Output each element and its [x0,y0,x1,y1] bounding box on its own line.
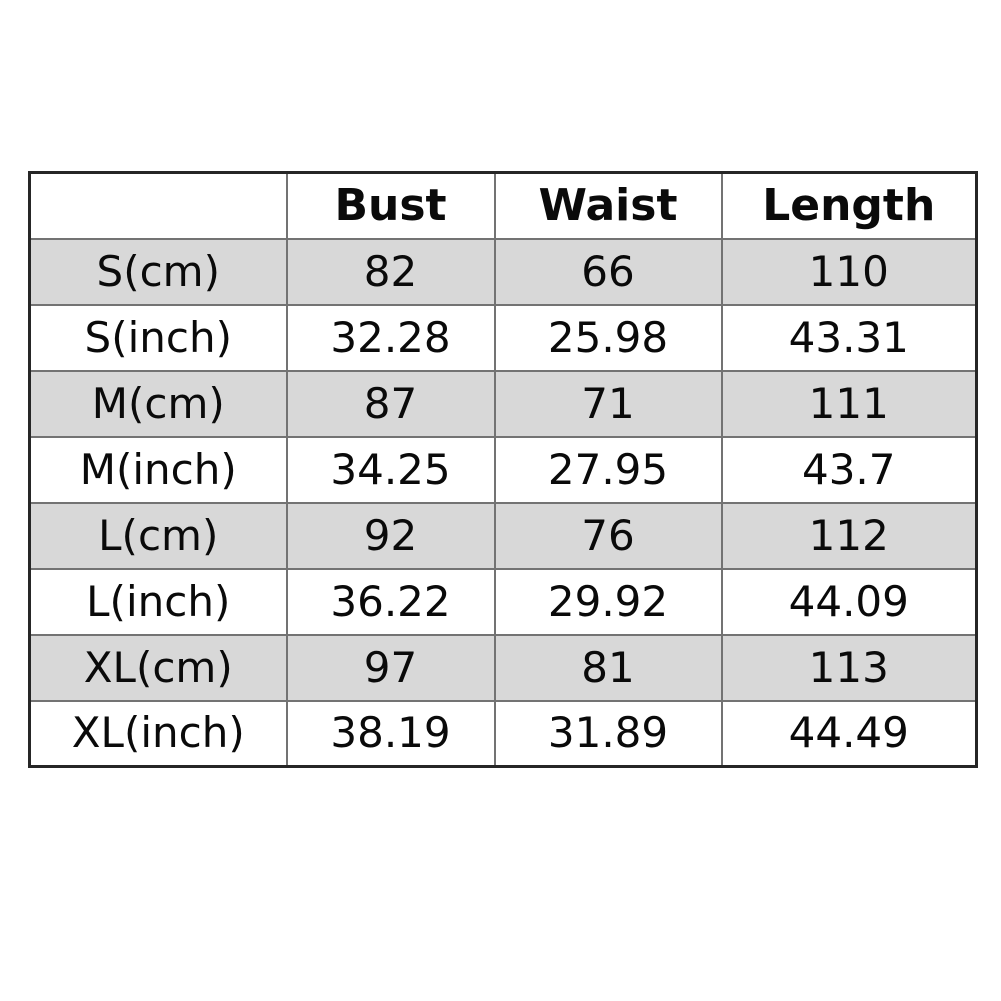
table-row: S(inch) 32.28 25.98 43.31 [28,303,978,372]
row-label: L(inch) [28,567,288,636]
cell-bust: 34.25 [285,435,496,504]
row-label: XL(cm) [28,633,288,702]
row-label: M(cm) [28,369,288,438]
row-label: L(cm) [28,501,288,570]
table-row: L(cm) 92 76 112 [28,501,978,570]
cell-length: 112 [720,501,978,570]
header-cell-size [28,171,288,240]
header-row: Bust Waist Length [28,171,978,240]
cell-bust: 87 [285,369,496,438]
row-label: S(cm) [28,237,288,306]
table-row: XL(cm) 97 81 113 [28,633,978,702]
cell-bust: 82 [285,237,496,306]
cell-length: 111 [720,369,978,438]
table-body: S(cm) 82 66 110 S(inch) 32.28 25.98 43.31 M(cm) 8… [28,237,978,768]
cell-waist: 25.98 [493,303,723,372]
cell-bust: 38.19 [285,699,496,768]
cell-bust: 32.28 [285,303,496,372]
cell-waist: 31.89 [493,699,723,768]
table-row: L(inch) 36.22 29.92 44.09 [28,567,978,636]
row-label: S(inch) [28,303,288,372]
header-cell-bust: Bust [285,171,496,240]
cell-length: 43.31 [720,303,978,372]
cell-waist: 29.92 [493,567,723,636]
cell-length: 113 [720,633,978,702]
table-row: M(cm) 87 71 111 [28,369,978,438]
row-label: M(inch) [28,435,288,504]
table-row: M(inch) 34.25 27.95 43.7 [28,435,978,504]
header-cell-length: Length [720,171,978,240]
table-row: S(cm) 82 66 110 [28,237,978,306]
size-chart-table: Bust Waist Length S(cm) 82 66 110 S(inch) 32.… [28,171,978,768]
header-cell-waist: Waist [493,171,723,240]
cell-length: 44.49 [720,699,978,768]
cell-bust: 92 [285,501,496,570]
cell-length: 110 [720,237,978,306]
table-row: XL(inch) 38.19 31.89 44.49 [28,699,978,768]
cell-waist: 81 [493,633,723,702]
cell-bust: 97 [285,633,496,702]
cell-length: 43.7 [720,435,978,504]
cell-waist: 66 [493,237,723,306]
row-label: XL(inch) [28,699,288,768]
cell-waist: 76 [493,501,723,570]
cell-waist: 71 [493,369,723,438]
cell-bust: 36.22 [285,567,496,636]
cell-length: 44.09 [720,567,978,636]
cell-waist: 27.95 [493,435,723,504]
